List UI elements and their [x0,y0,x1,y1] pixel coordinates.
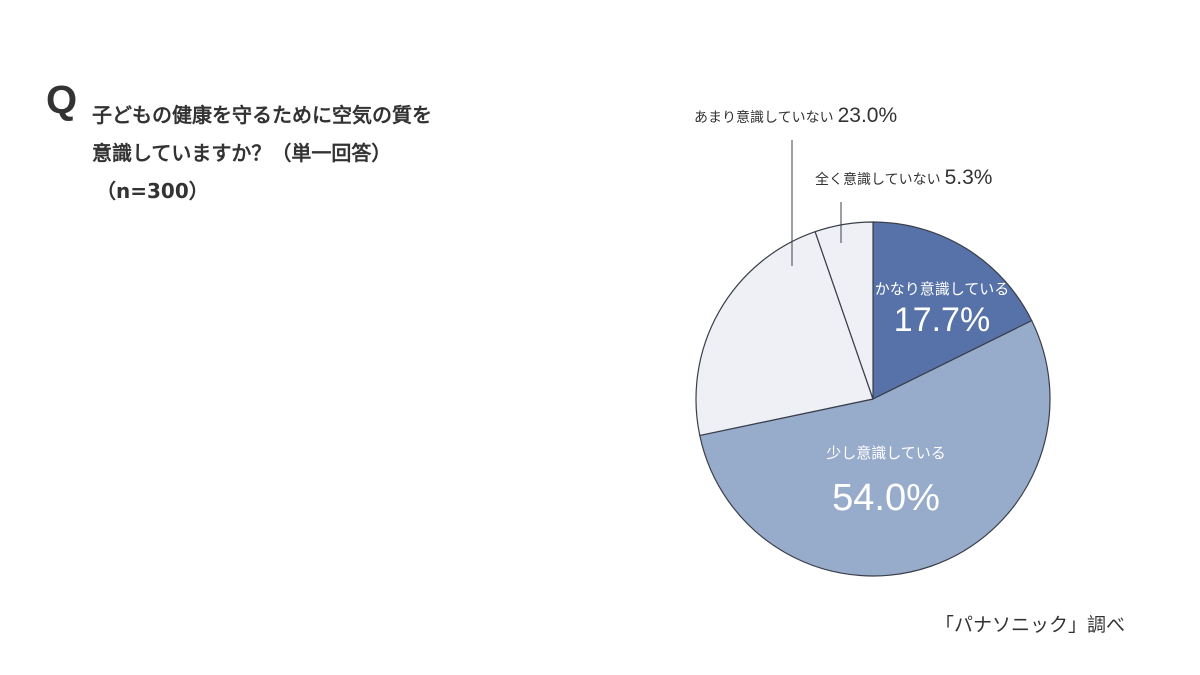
question-line-1: 子どもの健康を守るために空気の質を [92,103,432,127]
source-note: 「パナソニック」調べ [935,614,1126,636]
label-somewhat-aware: 少し意識している 54.0% [826,444,946,519]
slice-not-very-aware [695,230,874,437]
question-text: 子どもの健康を守るために空気の質を 意識していますか？（単一回答） （n=300… [92,96,432,210]
sample-size: （n=300） [96,179,209,203]
label-not-aware: 全く意識していない 5.3% [815,166,993,189]
slice-somewhat-aware [699,319,1051,577]
slice-not-aware [814,221,874,400]
slice-very-aware [872,221,1033,400]
label-not-very-aware: あまり意識していない 23.0% [694,104,898,127]
question-line-2: 意識していますか？（単一回答） [92,141,392,165]
question-mark: Q [46,78,78,122]
label-very-aware: かなり意識している 17.7% [874,280,1010,339]
